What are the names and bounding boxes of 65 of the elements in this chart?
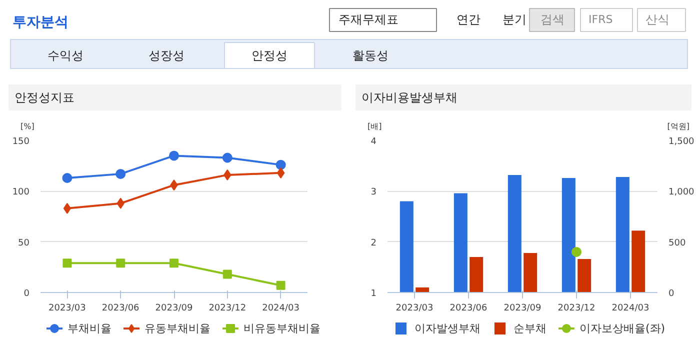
point (63, 202, 72, 214)
bar (470, 257, 484, 292)
point (116, 168, 126, 179)
y-tick-label: 2 (370, 238, 377, 248)
point (116, 258, 126, 268)
y2-tick-label: 0 (668, 289, 674, 299)
point (222, 152, 232, 163)
y-tick-label: 50 (18, 238, 30, 248)
legend-label: 순부채 (514, 322, 546, 335)
y-axis-title: [배] (368, 122, 382, 131)
bar (454, 193, 468, 292)
x-tick-label: 2023/03 (48, 304, 86, 314)
chart-title: 안정성지표 (14, 90, 74, 104)
y-tick-label: 4 (370, 137, 377, 147)
point (276, 167, 285, 178)
y2-axis-title: [억원] (667, 122, 690, 131)
text: 연간 (456, 12, 480, 26)
y2-tick-label: 1,500 (668, 137, 695, 147)
x-tick-label: 2024/03 (262, 304, 300, 314)
y-tick-label: 100 (12, 188, 30, 198)
text: 투자분석 (12, 14, 68, 30)
legend-label: 부채비율 (68, 322, 112, 335)
text: 산식 (646, 12, 670, 26)
point (170, 258, 178, 268)
y-axis-title: [%] (20, 122, 34, 131)
text: 수익성 (48, 48, 84, 62)
x-tick-label: 2023/03 (396, 304, 434, 314)
y2-tick-label: 500 (668, 238, 686, 248)
y2-tick-label: 1,000 (668, 188, 695, 198)
y-tick-label: 0 (24, 289, 30, 299)
x-tick-label: 2023/12 (208, 304, 246, 314)
point (62, 258, 72, 268)
legend-label: 비유동부채비율 (244, 322, 320, 335)
bar (616, 176, 630, 292)
legend-label: 이자발생부채 (414, 322, 480, 335)
legend-label: 이자보상배율(좌) (580, 322, 666, 335)
point (276, 160, 286, 170)
bar (508, 174, 522, 292)
y-tick-label: 3 (370, 188, 377, 198)
text: 주재무제표 (338, 12, 398, 26)
point (222, 270, 232, 279)
x-tick-label: 2023/06 (450, 304, 488, 314)
y-tick-label: 150 (12, 137, 30, 147)
text: 활동성 (352, 48, 388, 62)
bar (632, 230, 646, 292)
x-tick-label: 2023/06 (102, 304, 140, 314)
x-tick-label: 2024/03 (612, 304, 650, 314)
text: IFRS (588, 13, 613, 26)
point (276, 280, 286, 290)
text: 분기 (502, 12, 526, 26)
bar (578, 259, 592, 292)
x-tick-label: 2023/09 (155, 304, 193, 314)
text: 안정성 (252, 48, 288, 62)
y-tick-label: 1 (370, 289, 377, 299)
x-tick-label: 2023/09 (504, 304, 542, 314)
chart-title: 이자비용발생부채 (362, 90, 458, 104)
bar (524, 252, 538, 292)
bar (562, 178, 576, 292)
bar (400, 201, 414, 292)
text: 성장성 (148, 48, 184, 62)
point (62, 173, 72, 183)
text: 검색 (540, 12, 564, 26)
x-tick-label: 2023/12 (558, 304, 596, 314)
point (169, 150, 179, 161)
legend-label: 유동부채비율 (144, 322, 210, 335)
